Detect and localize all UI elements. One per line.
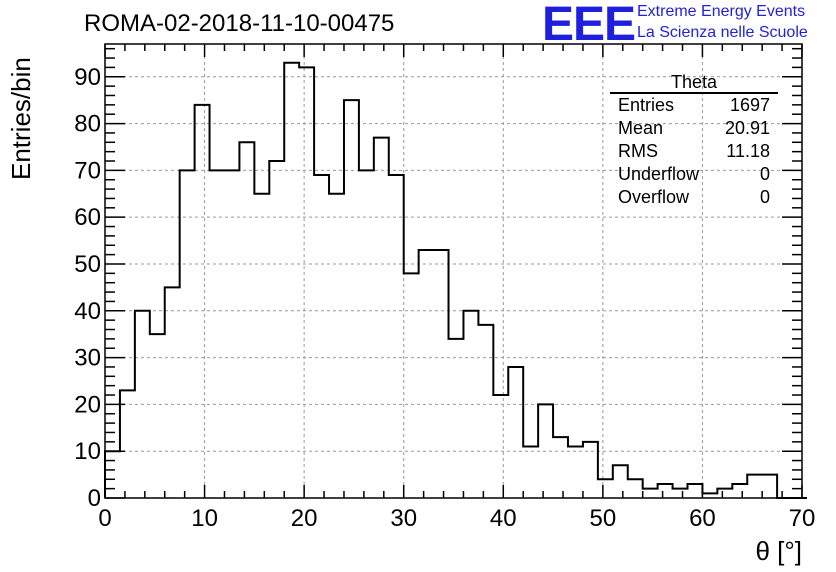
- stats-value: 1697: [729, 95, 770, 115]
- logo-line-2: La Scienza nelle Scuole: [637, 24, 808, 41]
- x-tick-label: 30: [390, 505, 417, 532]
- histogram-series: [104, 61, 807, 499]
- stats-label: Entries: [618, 95, 675, 115]
- x-tick-label: 70: [789, 505, 816, 532]
- logo-line-1: Extreme Energy Events: [637, 3, 806, 20]
- stats-value: 0: [759, 164, 770, 184]
- plot-frame: [104, 43, 803, 499]
- x-tick-label: 10: [191, 505, 218, 532]
- stats-label: Underflow: [618, 164, 700, 184]
- y-tick-label: 70: [74, 157, 101, 184]
- y-axis-label: Entries/bin: [6, 57, 36, 180]
- y-tick-label: 10: [74, 438, 101, 465]
- x-tick-label: 60: [689, 505, 716, 532]
- y-tick-label: 0: [88, 485, 101, 512]
- stats-row-underflow: Underflow 0: [610, 163, 778, 186]
- x-tick-label: 0: [98, 505, 111, 532]
- stats-row-mean: Mean 20.91: [610, 117, 778, 140]
- stats-title: Theta: [610, 72, 778, 94]
- y-tick-label: 50: [74, 251, 101, 278]
- axis-tick-labels: 0 10 20 30 40 50 60 70 0 10 20 30 40 50 60 70 80 90: [74, 64, 815, 532]
- y-tick-label: 80: [74, 111, 101, 138]
- stats-label: Mean: [618, 118, 664, 138]
- stats-value: 0: [759, 187, 770, 207]
- stats-box: Theta Entries 1697 Mean 20.91 RMS 11.18 …: [610, 72, 778, 209]
- stats-label: Overflow: [618, 187, 690, 207]
- y-tick-label: 60: [74, 204, 101, 231]
- stats-row-overflow: Overflow 0: [610, 186, 778, 209]
- x-tick-label: 40: [490, 505, 517, 532]
- eee-logo: EEE: [542, 0, 636, 51]
- y-tick-label: 30: [74, 345, 101, 372]
- stats-value: 20.91: [724, 118, 770, 138]
- stats-label: RMS: [618, 141, 658, 161]
- y-tick-label: 20: [74, 391, 101, 418]
- y-tick-label: 40: [74, 298, 101, 325]
- y-tick-label: 90: [74, 64, 101, 91]
- stats-value: 11.18: [726, 141, 770, 161]
- stats-row-rms: RMS 11.18: [610, 140, 778, 163]
- x-axis-label: θ [°]: [755, 536, 802, 566]
- run-title: ROMA-02-2018-11-10-00475: [84, 10, 395, 37]
- stats-row-entries: Entries 1697: [610, 94, 778, 117]
- x-tick-label: 20: [291, 505, 318, 532]
- x-tick-label: 50: [590, 505, 617, 532]
- axis-ticks: [104, 44, 803, 499]
